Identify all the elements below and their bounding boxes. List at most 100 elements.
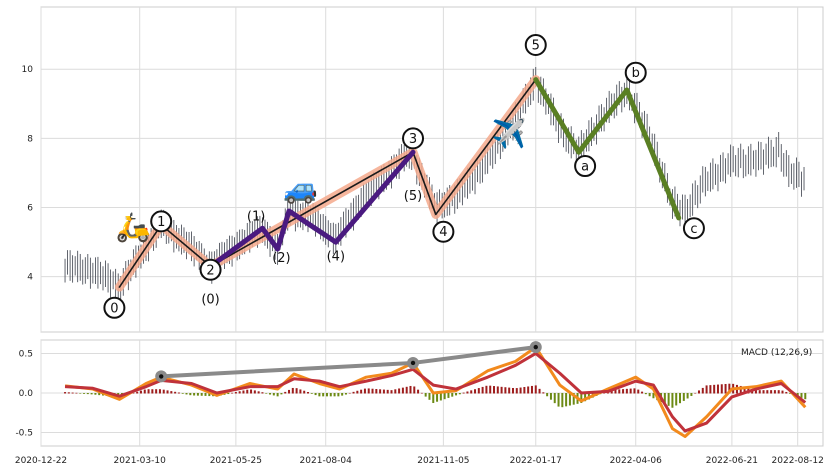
macd-histogram-bar	[754, 390, 757, 394]
macd-y-tick-label: 0.5	[19, 349, 33, 359]
macd-histogram-bar	[580, 393, 583, 403]
macd-histogram-bar	[682, 393, 685, 401]
macd-histogram-bar	[390, 390, 393, 394]
wave-label-circle	[199, 258, 222, 281]
macd-histogram-bar	[318, 393, 321, 397]
macd-histogram-bar	[253, 390, 256, 394]
x-tick-label: 2021-08-04	[300, 456, 353, 466]
macd-histogram-bar	[200, 393, 203, 396]
macd-histogram-bar	[447, 393, 450, 398]
macd-histogram-bar	[177, 392, 180, 394]
macd-histogram-bar	[295, 388, 298, 394]
macd-histogram-bar	[671, 393, 674, 408]
macd-histogram-bar	[360, 389, 363, 394]
macd-histogram-bar	[800, 393, 803, 398]
wave-label: (1)	[247, 210, 265, 225]
macd-histogram-bar	[785, 391, 788, 394]
x-tick-label: 2021-11-05	[417, 456, 469, 466]
wave-label: 4	[439, 225, 447, 240]
macd-histogram-bar	[618, 389, 621, 394]
macd-histogram-bar	[147, 389, 150, 394]
macd-histogram-bar	[379, 389, 382, 394]
macd-histogram-bar	[166, 390, 169, 394]
macd-histogram-bar	[610, 389, 613, 394]
macd-histogram-bar	[189, 393, 192, 396]
wave-label: (0)	[201, 293, 219, 308]
macd-histogram-bar	[561, 393, 564, 408]
macd-histogram-bar	[155, 389, 158, 394]
macd-histogram-bar	[451, 393, 454, 397]
macd-histogram-bar	[614, 389, 617, 394]
scooter-icon: 🛵	[116, 210, 151, 243]
macd-histogram-bar	[132, 392, 135, 394]
macd-histogram-bar	[420, 392, 423, 394]
macd-histogram-bar	[246, 389, 249, 394]
macd-line-macd	[64, 345, 807, 439]
x-tick-label: 2022-04-06	[610, 456, 663, 466]
macd-histogram-bar	[534, 385, 537, 394]
macd-panel: 2020-12-22 2021-03-10 2021-05-25 2021-08-04…	[15, 339, 824, 466]
wave-label-circle	[150, 210, 173, 233]
macd-histogram-bar	[424, 393, 427, 397]
macd-histogram-bar	[663, 393, 666, 404]
macd-histogram-bar	[310, 393, 313, 394]
macd-histogram-bar	[242, 390, 245, 394]
macd-histogram-bar	[720, 384, 723, 394]
macd-histogram-bar	[652, 393, 655, 399]
divergence-marker-dot	[533, 344, 538, 350]
macd-histogram-bar	[67, 392, 70, 394]
wave-label: a	[581, 160, 589, 175]
macd-histogram-bar	[675, 393, 678, 406]
macd-histogram-bar	[413, 386, 416, 394]
macd-histogram-bar	[455, 393, 458, 396]
macd-histogram-bar	[724, 383, 727, 394]
macd-histogram-bar	[549, 393, 552, 400]
macd-histogram-bar	[584, 393, 587, 402]
macd-histogram-bar	[519, 387, 522, 394]
macd-histogram-bar	[375, 389, 378, 394]
macd-histogram-bar	[679, 393, 682, 404]
macd-histogram-bar	[314, 393, 317, 396]
macd-histogram-bar	[265, 393, 268, 394]
price-panel: 4 6 8 10 🛵 🚙 ✈️ 0 1 2 (0) (1) (2) (4) (5) 3 4 5 a b c	[22, 6, 824, 333]
wave-label-circle	[432, 220, 455, 243]
macd-histogram-bar	[641, 391, 644, 394]
macd-histogram-bar	[417, 389, 420, 394]
macd-histogram-bar	[151, 389, 154, 394]
price-plot-area	[40, 6, 824, 333]
macd-histogram-bar	[709, 385, 712, 394]
macd-histogram-bar	[371, 388, 374, 394]
macd-histogram-bar	[439, 393, 442, 401]
macd-histogram-bar	[481, 386, 484, 394]
macd-histogram-bar	[250, 389, 253, 394]
macd-histogram-bar	[625, 388, 628, 394]
macd-histogram-bar	[762, 390, 765, 394]
macd-histogram-bar	[71, 392, 74, 394]
price-y-tick-label: 8	[27, 134, 33, 144]
macd-histogram-bar	[500, 386, 503, 394]
x-tick-label: 2021-05-25	[210, 456, 262, 466]
macd-histogram-bar	[622, 389, 625, 394]
macd-histogram-bar	[261, 392, 264, 394]
divergence-marker-dot	[159, 374, 164, 379]
macd-histogram-bar	[511, 387, 514, 394]
macd-histogram-bar	[758, 390, 761, 394]
wave-line-impulse	[118, 78, 537, 288]
macd-histogram-bar	[174, 391, 177, 394]
wave-label: (4)	[327, 249, 345, 264]
macd-histogram-bar	[382, 389, 385, 394]
price-y-tick-label: 4	[27, 273, 33, 283]
x-tick-label: 2022-01-17	[510, 456, 562, 466]
macd-histogram-bar	[667, 393, 670, 406]
car-icon: 🚙	[283, 172, 318, 205]
macd-histogram-bar	[208, 393, 211, 397]
macd-histogram-bar	[690, 393, 693, 396]
macd-histogram-bar	[697, 390, 700, 394]
macd-histogram-bar	[75, 392, 78, 394]
macd-histogram-bar	[716, 384, 719, 394]
macd-histogram-bar	[196, 393, 199, 396]
macd-histogram-bar	[766, 390, 769, 394]
macd-histogram-bar	[291, 387, 294, 394]
macd-histogram-bar	[743, 387, 746, 394]
